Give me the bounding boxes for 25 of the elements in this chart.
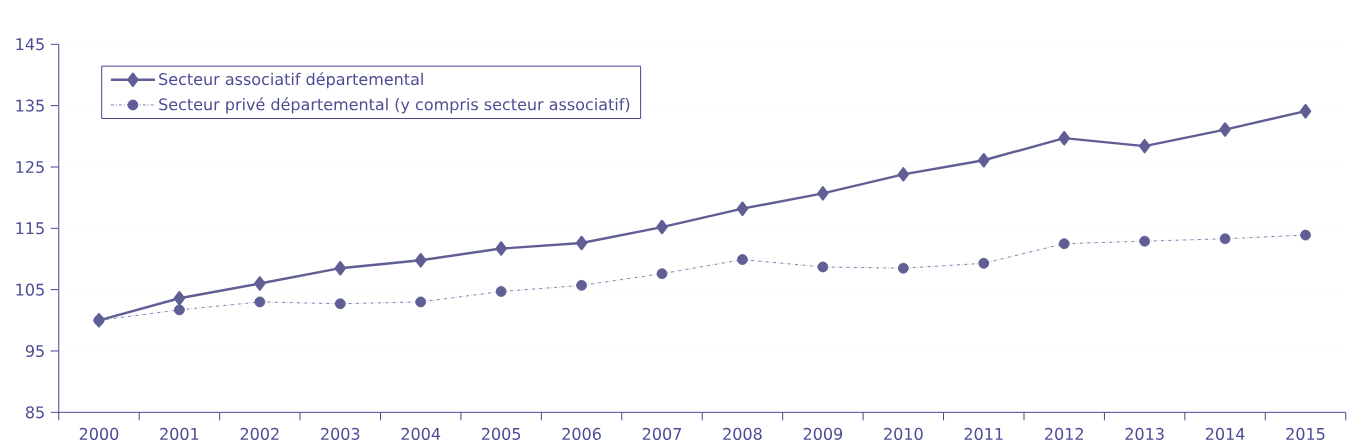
x-tick-label: 2012 <box>1045 427 1083 440</box>
y-tick-label: 135 <box>16 99 44 112</box>
x-tick-label: 2008 <box>723 427 762 440</box>
x-tick-label: 2004 <box>401 427 441 440</box>
x-tick-label: 2006 <box>562 427 601 440</box>
y-tick-label: 105 <box>16 283 44 296</box>
legend-label: Secteur privé départemental (y compris secteur associatif) <box>159 97 630 114</box>
y-tick-label: 95 <box>25 344 44 358</box>
x-tick-label: 2007 <box>642 427 681 440</box>
legend-label: Secteur associatif départemental <box>159 72 423 89</box>
y-tick-label: 85 <box>25 406 44 419</box>
x-tick-label: 2014 <box>1205 427 1245 440</box>
x-tick-label: 2000 <box>79 427 119 440</box>
x-tick-label: 2003 <box>321 427 360 440</box>
x-tick-label: 2010 <box>884 427 923 440</box>
y-tick-label: 145 <box>16 38 44 51</box>
y-tick-label: 115 <box>16 222 44 235</box>
x-tick-label: 2001 <box>160 427 199 440</box>
x-tick-label: 2011 <box>964 427 1003 440</box>
y-tick-label: 125 <box>16 160 44 174</box>
x-tick-label: 2009 <box>803 427 843 440</box>
x-tick-label: 2013 <box>1125 427 1164 440</box>
x-tick-label: 2015 <box>1286 427 1325 440</box>
x-tick-label: 2005 <box>481 427 521 440</box>
x-tick-label: 2002 <box>240 427 279 440</box>
